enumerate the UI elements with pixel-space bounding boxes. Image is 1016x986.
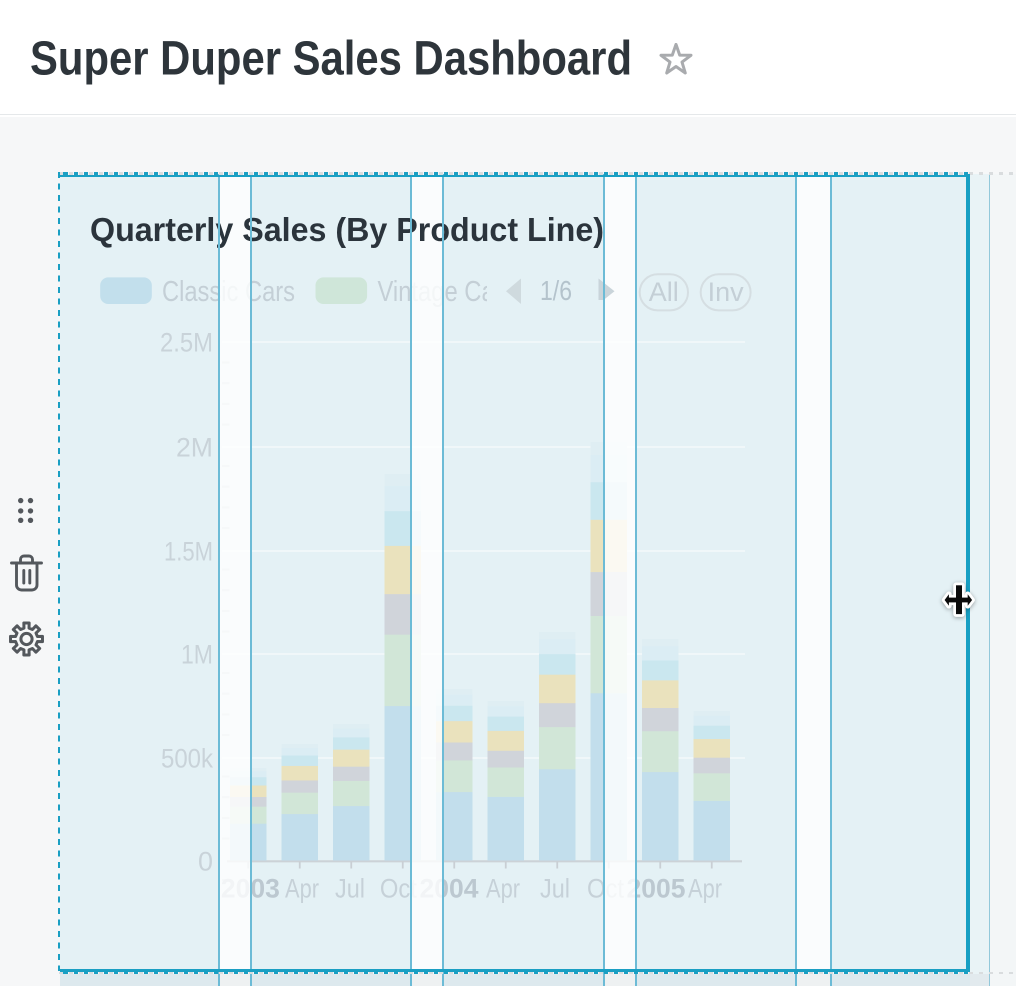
- svg-text:1/6: 1/6: [540, 275, 572, 306]
- svg-text:2.5M: 2.5M: [160, 328, 213, 358]
- svg-text:Apr: Apr: [486, 874, 520, 904]
- svg-text:2M: 2M: [176, 433, 213, 463]
- svg-text:Jul: Jul: [540, 874, 570, 904]
- svg-text:Apr: Apr: [688, 874, 722, 904]
- svg-text:Inv: Inv: [708, 277, 745, 307]
- svg-text:0: 0: [198, 847, 213, 877]
- svg-text:500k: 500k: [161, 744, 213, 774]
- svg-text:1M: 1M: [181, 640, 213, 670]
- svg-text:Jul: Jul: [335, 874, 365, 904]
- svg-text:1.5M: 1.5M: [164, 537, 213, 567]
- svg-text:Quarterly Sales (By Product Li: Quarterly Sales (By Product Line): [90, 212, 604, 249]
- svg-text:All: All: [649, 277, 679, 307]
- svg-text:Super Duper Sales Dashboard: Super Duper Sales Dashboard: [30, 32, 632, 86]
- svg-text:Apr: Apr: [285, 874, 319, 904]
